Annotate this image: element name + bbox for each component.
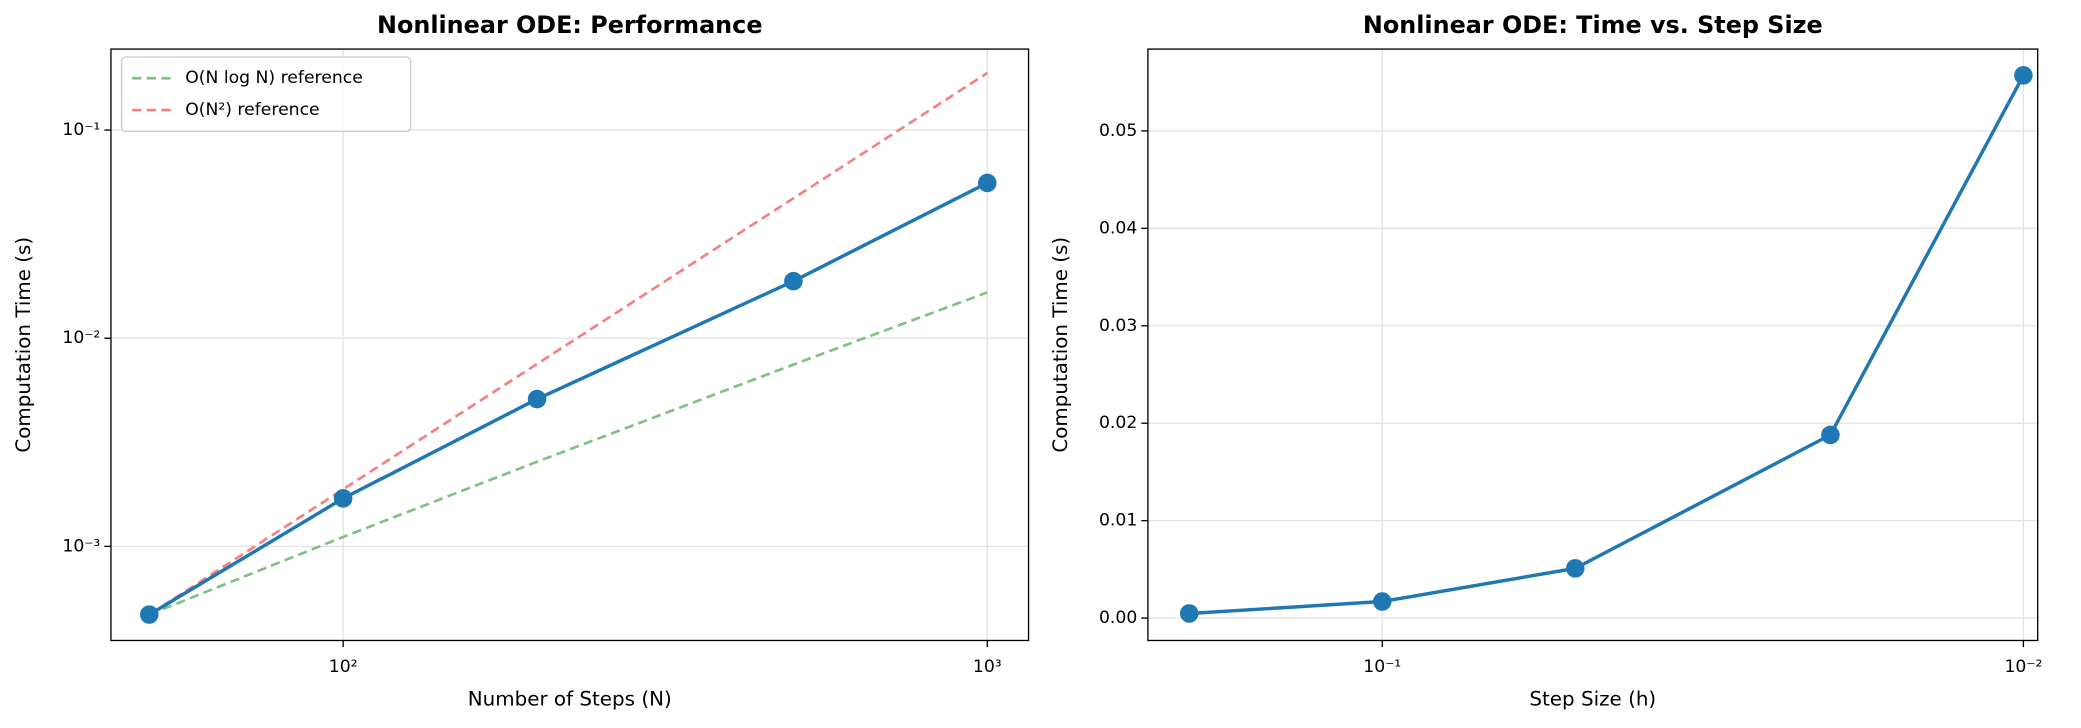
plot-frame bbox=[1147, 48, 2039, 642]
y-tick-label: 0.03 bbox=[1099, 316, 1137, 336]
y-tick-label: 0.04 bbox=[1099, 218, 1137, 238]
chart-title: Nonlinear ODE: Performance bbox=[377, 11, 763, 39]
y-axis-label: Computation Time (s) bbox=[12, 237, 35, 453]
x-tick-label: 10⁻² bbox=[2004, 657, 2042, 677]
data-point bbox=[333, 489, 353, 508]
chart-title: Nonlinear ODE: Time vs. Step Size bbox=[1363, 11, 1823, 39]
legend-label: O(N²) reference bbox=[185, 100, 319, 120]
y-tick-label: 10⁻³ bbox=[62, 536, 100, 556]
x-axis-label: Step Size (h) bbox=[1529, 688, 1656, 711]
y-tick-label: 0.01 bbox=[1099, 511, 1137, 531]
data-point bbox=[784, 271, 803, 291]
data-point bbox=[1372, 592, 1392, 611]
series-line bbox=[148, 291, 988, 616]
data-point bbox=[978, 173, 997, 193]
y-tick-label: 0.00 bbox=[1099, 608, 1137, 628]
data-point bbox=[2014, 66, 2033, 85]
x-tick-label: 10⁻¹ bbox=[1363, 657, 1401, 677]
data-point bbox=[1565, 559, 1585, 578]
legend-box bbox=[120, 56, 412, 132]
legend-label: O(N log N) reference bbox=[185, 68, 363, 88]
series-line bbox=[148, 71, 989, 616]
y-tick-label: 10⁻¹ bbox=[62, 120, 100, 140]
x-axis-label: Number of Steps (N) bbox=[468, 688, 672, 711]
data-point bbox=[139, 605, 159, 624]
x-tick-label: 10² bbox=[329, 657, 358, 677]
plot-frame bbox=[110, 48, 1030, 642]
series-line bbox=[148, 181, 989, 617]
x-tick-label: 10³ bbox=[973, 657, 1002, 677]
data-point bbox=[1179, 604, 1199, 623]
legend: O(N log N) reference O(N²) reference bbox=[120, 56, 412, 132]
data-point bbox=[1821, 425, 1840, 445]
y-tick-label: 10⁻² bbox=[62, 328, 100, 348]
series-line bbox=[1189, 74, 2025, 616]
data-point bbox=[527, 389, 547, 409]
y-tick-label: 0.02 bbox=[1099, 413, 1137, 433]
y-axis-label: Computation Time (s) bbox=[1049, 237, 1072, 453]
y-tick-label: 0.05 bbox=[1099, 121, 1137, 141]
